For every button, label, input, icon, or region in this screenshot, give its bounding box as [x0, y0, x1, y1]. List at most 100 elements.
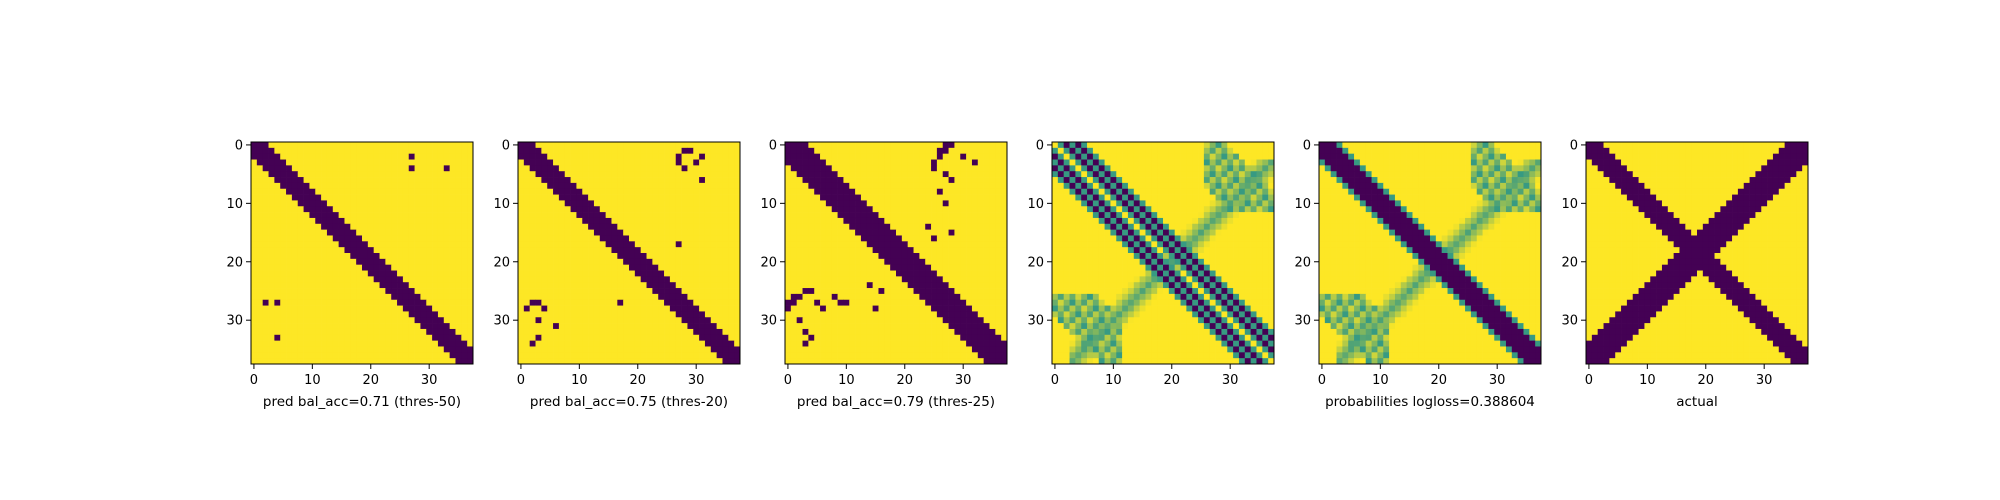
heatmap-cell — [344, 182, 351, 190]
heatmap-cell — [535, 241, 542, 248]
heatmap-cell — [820, 334, 827, 341]
heatmap-cell — [1244, 159, 1251, 166]
heatmap-cell — [256, 217, 264, 225]
heatmap-cell — [728, 253, 735, 260]
heatmap-cell — [722, 352, 729, 359]
heatmap-cell — [831, 182, 838, 190]
heatmap-cell — [652, 147, 659, 155]
heatmap-cell — [523, 323, 531, 330]
heatmap-cell — [588, 247, 595, 254]
heatmap-cell — [872, 282, 879, 289]
heatmap-cell — [1268, 182, 1275, 190]
heatmap-cell — [309, 305, 316, 312]
heatmap-cell — [1151, 223, 1158, 230]
heatmap-cell — [535, 217, 542, 225]
heatmap-cell — [942, 229, 949, 236]
heatmap-cell — [570, 147, 577, 155]
heatmap-cell — [1001, 206, 1008, 213]
heatmap-cell — [658, 311, 665, 318]
heatmap-cell — [704, 358, 712, 365]
heatmap-cell — [931, 147, 938, 155]
heatmap-cell — [681, 182, 688, 190]
heatmap-cell — [379, 188, 386, 195]
heatmap-cell — [1001, 177, 1008, 184]
heatmap-cell — [942, 147, 949, 155]
heatmap-cell — [373, 229, 380, 236]
heatmap-cell — [297, 235, 304, 242]
heatmap-cell — [455, 352, 462, 359]
heatmap-cell — [268, 212, 275, 219]
heatmap-cell — [518, 247, 525, 254]
heatmap-cell — [547, 206, 554, 213]
heatmap-cell — [977, 276, 984, 283]
heatmap-cell — [356, 177, 363, 184]
heatmap-cell — [529, 206, 536, 213]
heatmap-cell — [734, 328, 741, 336]
heatmap-cell — [849, 142, 856, 149]
heatmap-cell — [1221, 229, 1228, 236]
heatmap-cell — [397, 165, 404, 172]
heatmap-cell — [623, 264, 630, 271]
heatmap-cell — [913, 147, 920, 155]
heatmap-cell — [995, 293, 1002, 301]
heatmap-cell — [966, 282, 973, 289]
heatmap-cell — [605, 217, 612, 225]
heatmap-cell — [541, 311, 548, 318]
heatmap-cell — [1075, 188, 1082, 195]
heatmap-cell — [664, 217, 671, 225]
heatmap-cell — [814, 182, 821, 190]
heatmap-cell — [1116, 177, 1123, 184]
heatmap-cell — [449, 317, 456, 324]
heatmap-cell — [523, 253, 531, 260]
heatmap-cell — [467, 142, 474, 149]
heatmap-cell — [866, 282, 873, 289]
heatmap-cell — [588, 305, 595, 312]
heatmap-cell — [362, 182, 369, 190]
heatmap-cell — [367, 247, 375, 254]
heatmap-cell — [420, 182, 427, 190]
heatmap-cell — [634, 223, 642, 230]
heatmap-cell — [1198, 159, 1205, 166]
heatmap-cell — [878, 358, 885, 365]
heatmap-cell — [461, 182, 468, 190]
heatmap-cell — [878, 200, 885, 207]
heatmap-cell — [321, 235, 328, 242]
heatmap-cell — [1157, 194, 1164, 201]
heatmap-cell — [617, 217, 624, 225]
heatmap-cell — [437, 328, 445, 336]
heatmap-cell — [558, 305, 566, 312]
heatmap-cell — [1081, 188, 1088, 195]
heatmap-cell — [1063, 177, 1070, 184]
heatmap-cell — [913, 328, 920, 336]
heatmap-cell — [541, 165, 548, 172]
heatmap-cell — [825, 165, 833, 172]
heatmap-cell — [461, 305, 468, 312]
heatmap-cell — [350, 247, 357, 254]
heatmap-cell — [593, 188, 601, 195]
heatmap-cell — [866, 317, 873, 324]
heatmap-cell — [256, 229, 264, 236]
heatmap-cell — [855, 334, 862, 341]
heatmap-cell — [699, 188, 706, 195]
heatmap-cell — [1186, 142, 1193, 149]
heatmap-cell — [855, 264, 862, 271]
heatmap-cell — [1098, 206, 1105, 213]
heatmap-cell — [960, 177, 967, 184]
heatmap-cell — [455, 340, 462, 347]
heatmap-cell — [611, 153, 618, 160]
heatmap-cell — [397, 328, 404, 336]
heatmap-cell — [983, 340, 990, 347]
heatmap-cell — [414, 177, 421, 184]
heatmap-cell — [350, 258, 357, 266]
heatmap-cell — [623, 305, 630, 312]
heatmap-cell — [646, 323, 653, 330]
heatmap-cell — [896, 264, 903, 271]
heatmap-cell — [790, 159, 798, 166]
heatmap-cell — [687, 352, 694, 359]
heatmap-cell — [373, 142, 380, 149]
heatmap-cell — [414, 229, 421, 236]
heatmap-cell — [437, 288, 445, 295]
heatmap-cell — [588, 358, 595, 365]
heatmap-cell — [966, 188, 973, 195]
heatmap-cell — [437, 247, 445, 254]
